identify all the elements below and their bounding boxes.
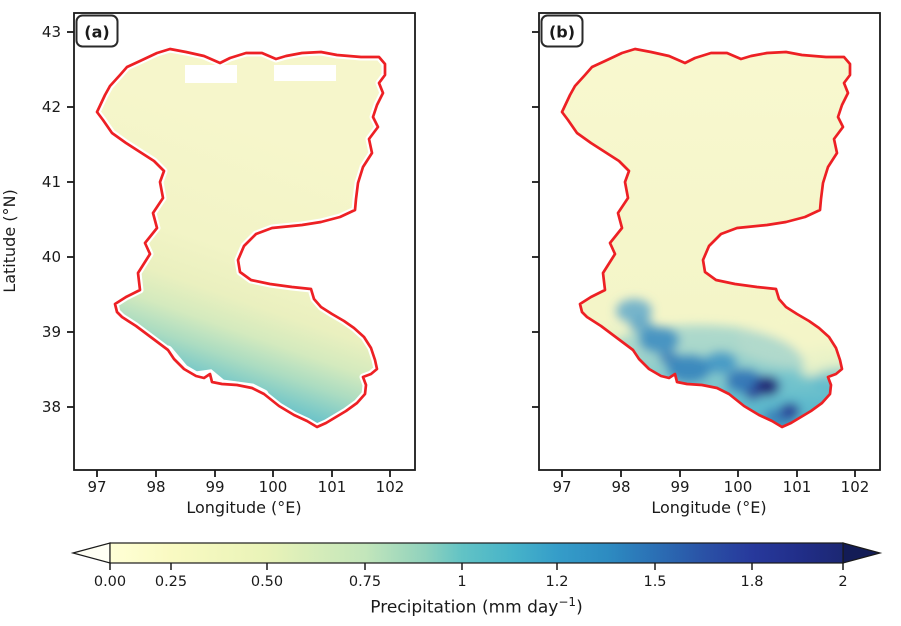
colorbar-tick-label: 0.50 (251, 574, 283, 590)
colorbar-label-suffix: ) (576, 597, 583, 618)
x-tick-labels-b: 97 98 99 100 101 102 (552, 478, 869, 496)
data-gap-a (185, 65, 237, 83)
data-gap-a (274, 65, 336, 81)
x-tick-label: 98 (146, 478, 165, 496)
x-tick-label: 98 (611, 478, 630, 496)
y-tick-marks-b (532, 31, 539, 408)
y-tick-labels-a: 43 42 41 40 39 38 (42, 23, 61, 416)
y-tick-label: 39 (42, 323, 61, 341)
x-tick-label: 97 (87, 478, 106, 496)
colorbar-tick-label: 1.2 (545, 574, 568, 590)
panel-letter-box-a (75, 14, 119, 48)
colorbar-extend-max-arrow (842, 542, 883, 564)
panel-letter-b: (b) (549, 23, 575, 42)
colorbar-extend-min-arrow (70, 542, 111, 564)
colorbar: 0.00 0.25 0.50 0.75 1 1.2 1.5 1.8 2 (70, 542, 883, 590)
panel-b: 97 98 99 100 101 102 Longitude (°E) (b) (532, 12, 881, 517)
colorbar-tick-label: 1.8 (740, 574, 763, 590)
x-axis-label-b: Longitude (°E) (651, 498, 766, 517)
colorbar-label-prefix: Precipitation (mm day (370, 597, 559, 618)
x-tick-marks-a (96, 470, 391, 477)
panel-b-map (560, 47, 852, 429)
panel-a: 43 42 41 40 39 38 97 98 99 100 101 102 L… (42, 12, 416, 517)
x-tick-label: 101 (318, 478, 347, 496)
y-tick-label: 43 (42, 23, 61, 41)
colorbar-tick-label: 1.5 (643, 574, 666, 590)
x-tick-label: 99 (670, 478, 689, 496)
colorbar-tick-marks (109, 563, 844, 570)
y-tick-label: 41 (42, 173, 61, 191)
precipitation-fill-a (97, 49, 385, 427)
colorbar-tick-label: 0.25 (155, 574, 187, 590)
x-tick-label: 102 (376, 478, 405, 496)
x-tick-marks-b (561, 470, 856, 477)
y-tick-marks-a (67, 31, 74, 408)
colorbar-tick-label: 2 (838, 574, 847, 590)
y-tick-label: 38 (42, 398, 61, 416)
x-tick-label: 102 (841, 478, 870, 496)
x-tick-label: 100 (259, 478, 288, 496)
x-tick-label: 100 (724, 478, 753, 496)
y-tick-label: 40 (42, 248, 61, 266)
y-tick-label: 42 (42, 98, 61, 116)
x-tick-labels-a: 97 98 99 100 101 102 (87, 478, 404, 496)
axes-frame-b (538, 12, 881, 471)
x-axis-label-a: Longitude (°E) (186, 498, 301, 517)
colorbar-label: Precipitation (mm day−1) (52, 595, 901, 618)
x-tick-label: 101 (783, 478, 812, 496)
colorbar-tick-label: 0.00 (94, 574, 126, 590)
colorbar-tick-label: 0.75 (349, 574, 381, 590)
y-axis-label: Latitude (°N) (0, 189, 19, 292)
colorbar-gradient-bar (109, 542, 844, 564)
panel-a-map (97, 49, 385, 427)
axes-frame-a (73, 12, 416, 471)
colorbar-label-exponent: −1 (558, 595, 577, 609)
colorbar-tick-label: 1 (457, 574, 466, 590)
panel-letter-box-b (540, 14, 584, 48)
panel-letter-a: (a) (84, 23, 109, 42)
x-tick-label: 99 (205, 478, 224, 496)
colorbar-tick-labels: 0.00 0.25 0.50 0.75 1 1.2 1.5 1.8 2 (94, 574, 848, 590)
x-tick-label: 97 (552, 478, 571, 496)
